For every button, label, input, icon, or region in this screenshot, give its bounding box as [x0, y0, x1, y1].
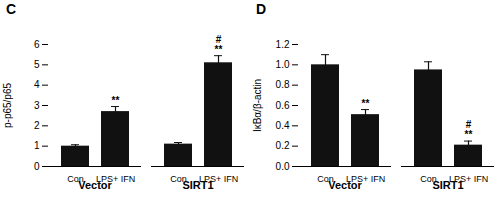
svg-text:1: 1	[34, 140, 40, 151]
svg-text:6: 6	[34, 39, 40, 50]
svg-text:0: 0	[34, 161, 40, 172]
svg-text:LPS+ IFN: LPS+ IFN	[448, 173, 489, 184]
svg-text:LPS+ IFN: LPS+ IFN	[95, 173, 136, 184]
svg-text:**: **	[362, 98, 370, 109]
svg-text:Con: Con	[317, 173, 334, 184]
svg-text:LPS+ IFN: LPS+ IFN	[198, 173, 239, 184]
html-text:D: D	[256, 1, 267, 17]
html-text:C: C	[6, 1, 17, 17]
svg-text:IκBα/β-actin: IκBα/β-actin	[252, 79, 263, 132]
svg-text:1.2: 1.2	[276, 39, 290, 50]
svg-text:0.6: 0.6	[276, 100, 290, 111]
svg-text:SIRT1: SIRT1	[432, 179, 463, 191]
svg-text:Con: Con	[67, 173, 84, 184]
svg-text:0.4: 0.4	[276, 120, 290, 131]
svg-text:Con: Con	[170, 173, 187, 184]
svg-text:SIRT1: SIRT1	[182, 179, 213, 191]
svg-text:#**: #**	[215, 34, 223, 55]
svg-text:4: 4	[34, 79, 40, 90]
svg-text:2: 2	[34, 120, 40, 131]
svg-text:p-p65/p65: p-p65/p65	[2, 83, 13, 128]
svg-text:0.0: 0.0	[276, 161, 290, 172]
svg-text:#**: #**	[465, 119, 473, 140]
svg-text:1.0: 1.0	[276, 59, 290, 70]
svg-text:0.8: 0.8	[276, 79, 290, 90]
svg-text:0.2: 0.2	[276, 140, 290, 151]
svg-text:5: 5	[34, 59, 40, 70]
svg-text:Con: Con	[420, 173, 437, 184]
svg-text:3: 3	[34, 100, 40, 111]
svg-text:Vector: Vector	[328, 179, 362, 191]
svg-text:LPS+ IFN: LPS+ IFN	[345, 173, 386, 184]
svg-text:Vector: Vector	[78, 179, 112, 191]
svg-text:**: **	[112, 95, 120, 106]
